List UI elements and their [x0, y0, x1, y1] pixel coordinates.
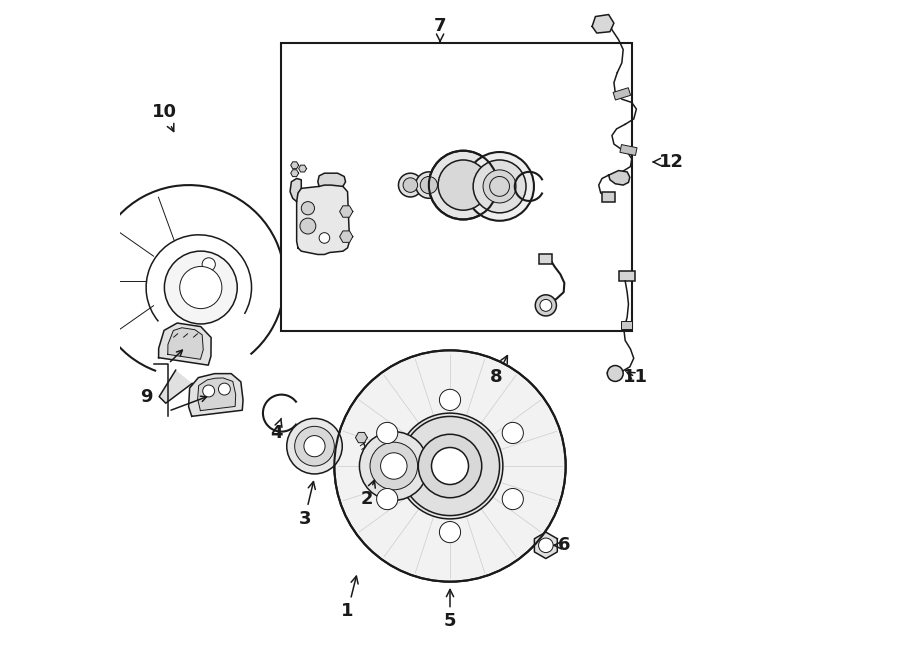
Polygon shape	[297, 185, 349, 254]
Circle shape	[439, 522, 461, 543]
Circle shape	[473, 160, 526, 213]
Text: 8: 8	[490, 356, 508, 386]
Polygon shape	[189, 373, 243, 416]
Circle shape	[300, 218, 316, 234]
Text: 5: 5	[444, 590, 456, 631]
Circle shape	[536, 295, 556, 316]
Polygon shape	[290, 178, 302, 202]
Circle shape	[287, 418, 342, 474]
Circle shape	[438, 160, 489, 210]
Bar	[282, 43, 632, 330]
Circle shape	[465, 152, 534, 221]
Polygon shape	[620, 145, 637, 155]
Circle shape	[483, 170, 516, 203]
Circle shape	[399, 173, 422, 197]
Circle shape	[376, 488, 398, 510]
Circle shape	[439, 389, 461, 410]
Text: 6: 6	[554, 536, 570, 555]
Text: 2: 2	[361, 480, 375, 508]
Circle shape	[431, 447, 469, 485]
Circle shape	[202, 258, 215, 271]
Polygon shape	[356, 432, 367, 443]
Polygon shape	[613, 88, 631, 100]
Text: 4: 4	[270, 418, 283, 442]
Polygon shape	[535, 532, 557, 559]
Circle shape	[490, 176, 509, 196]
Circle shape	[502, 422, 524, 444]
Bar	[618, 271, 635, 281]
Polygon shape	[291, 170, 299, 176]
Circle shape	[359, 432, 428, 500]
Polygon shape	[299, 165, 307, 172]
Polygon shape	[198, 378, 236, 410]
Circle shape	[397, 413, 503, 519]
Text: 7: 7	[434, 17, 446, 42]
Circle shape	[302, 202, 314, 215]
Text: 10: 10	[152, 103, 177, 132]
Bar	[539, 254, 553, 264]
Circle shape	[538, 538, 554, 553]
Polygon shape	[159, 370, 193, 403]
Polygon shape	[318, 173, 346, 186]
Circle shape	[381, 453, 407, 479]
Polygon shape	[167, 328, 203, 360]
Circle shape	[403, 178, 418, 192]
Circle shape	[420, 176, 437, 194]
Circle shape	[540, 299, 552, 311]
Circle shape	[370, 442, 418, 490]
Polygon shape	[158, 323, 211, 365]
Circle shape	[608, 366, 623, 381]
Circle shape	[219, 383, 230, 395]
Text: 9: 9	[140, 387, 152, 406]
Circle shape	[376, 422, 398, 444]
Text: 3: 3	[298, 482, 315, 528]
Circle shape	[304, 436, 325, 457]
Circle shape	[320, 233, 329, 243]
Circle shape	[334, 350, 566, 582]
Text: 1: 1	[341, 576, 358, 621]
Text: 11: 11	[623, 368, 648, 386]
Polygon shape	[592, 15, 614, 33]
Circle shape	[502, 488, 524, 510]
Polygon shape	[291, 162, 299, 169]
Bar	[620, 321, 633, 329]
Circle shape	[165, 251, 238, 324]
Polygon shape	[608, 171, 630, 185]
Polygon shape	[339, 206, 353, 217]
Bar	[602, 192, 616, 202]
Text: 12: 12	[652, 153, 684, 171]
Circle shape	[428, 151, 498, 219]
Circle shape	[202, 385, 214, 397]
Circle shape	[294, 426, 334, 466]
Circle shape	[180, 266, 222, 309]
Circle shape	[418, 434, 482, 498]
Polygon shape	[339, 231, 353, 243]
Circle shape	[416, 172, 442, 198]
Circle shape	[400, 416, 500, 516]
